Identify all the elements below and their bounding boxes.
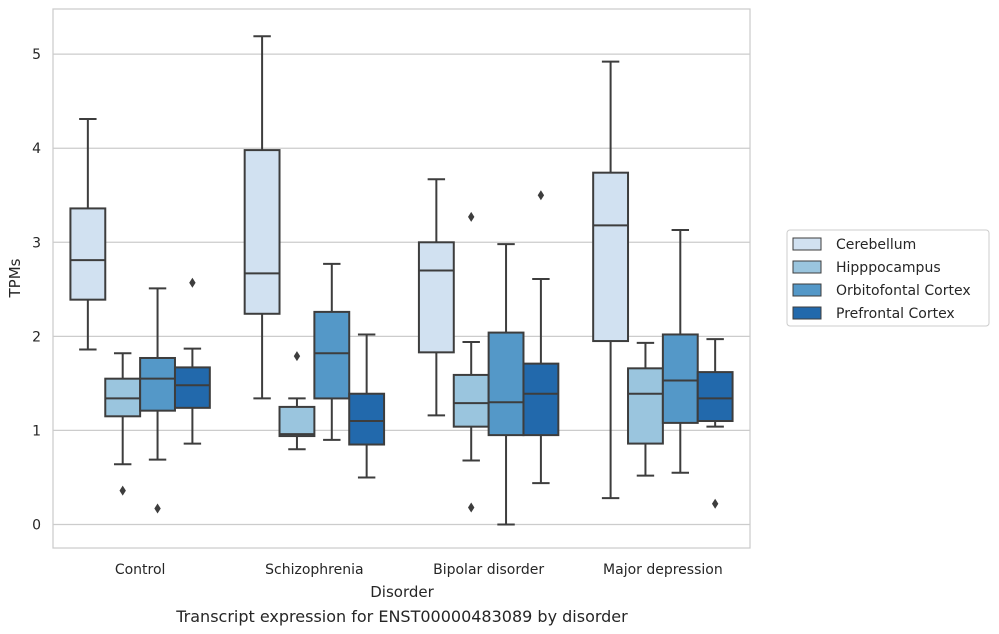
- y-tick-labels: 0 1 2 3 4 5: [32, 47, 41, 533]
- y-tick-label: 5: [32, 47, 41, 63]
- box-iqr: [348, 392, 386, 446]
- box-3-2: [661, 229, 699, 474]
- legend-swatch: [792, 260, 822, 274]
- outlier-point: [293, 351, 301, 362]
- box-0-2: [139, 287, 176, 514]
- box-0-1: [104, 352, 142, 496]
- legend-label: Prefrontal Cortex: [836, 306, 955, 322]
- outlier-point: [711, 498, 719, 509]
- outlier-point: [468, 211, 475, 222]
- box-iqr: [452, 373, 490, 428]
- legend-swatch: [792, 306, 822, 320]
- box-iqr: [696, 371, 734, 423]
- outlier-point: [468, 502, 475, 513]
- box-groups: [69, 35, 734, 526]
- box-iqr: [522, 362, 560, 437]
- box-2-0: [417, 178, 455, 417]
- box-1-1: [278, 351, 316, 451]
- box-iqr: [487, 331, 525, 437]
- box-iqr: [627, 367, 664, 445]
- legend-swatch: [792, 237, 822, 251]
- box-iqr: [313, 310, 351, 400]
- y-tick-label: 2: [32, 329, 41, 345]
- box-2-2: [487, 243, 525, 526]
- box-iqr: [243, 149, 281, 315]
- box-3-3: [696, 338, 734, 509]
- box-0-3: [173, 277, 211, 445]
- plot-background: [53, 9, 750, 548]
- y-tick-label: 4: [32, 141, 41, 157]
- x-tick-labels: Control Schizophrenia Bipolar disorder Majo…: [115, 562, 723, 578]
- legend-label: Orbitofontal Cortex: [836, 283, 971, 299]
- y-tick-label: 3: [32, 235, 41, 251]
- x-tick-label: Control: [115, 562, 166, 578]
- legend-label: Hipppocampus: [836, 260, 941, 276]
- box-iqr: [661, 333, 699, 424]
- box-iqr: [139, 356, 176, 412]
- legend-frame: [786, 229, 990, 327]
- x-axis-label: Disorder: [370, 583, 434, 601]
- box-2-1: [452, 211, 490, 513]
- box-1-3: [348, 333, 386, 479]
- box-0-0: [69, 118, 107, 351]
- grid-lines: [53, 53, 750, 526]
- box-iqr: [278, 405, 316, 438]
- box-1-0: [243, 35, 281, 400]
- legend-swatch: [792, 283, 822, 297]
- box-2-3: [522, 190, 560, 485]
- box-iqr: [69, 207, 107, 301]
- outlier-point: [537, 190, 545, 201]
- outlier-point: [119, 485, 126, 496]
- box-iqr: [592, 171, 630, 343]
- outlier-point: [154, 503, 161, 514]
- y-axis-label: TPMs: [6, 258, 24, 298]
- outlier-point: [189, 277, 196, 288]
- box-1-2: [313, 262, 351, 441]
- box-iqr: [417, 241, 455, 354]
- box-3-0: [592, 60, 630, 500]
- y-tick-label: 0: [32, 517, 41, 533]
- x-tick-label: Major depression: [603, 562, 723, 578]
- x-tick-label: Schizophrenia: [265, 562, 363, 578]
- plot-frame: [52, 8, 751, 549]
- legend: Cerebellum Hipppocampus Orbitofontal Corte…: [786, 229, 990, 327]
- chart-caption: Transcript expression for ENST0000048308…: [175, 607, 628, 626]
- x-tick-label: Bipolar disorder: [433, 562, 544, 578]
- legend-label: Cerebellum: [836, 237, 916, 253]
- y-tick-label: 1: [32, 423, 41, 439]
- box-iqr: [173, 366, 211, 409]
